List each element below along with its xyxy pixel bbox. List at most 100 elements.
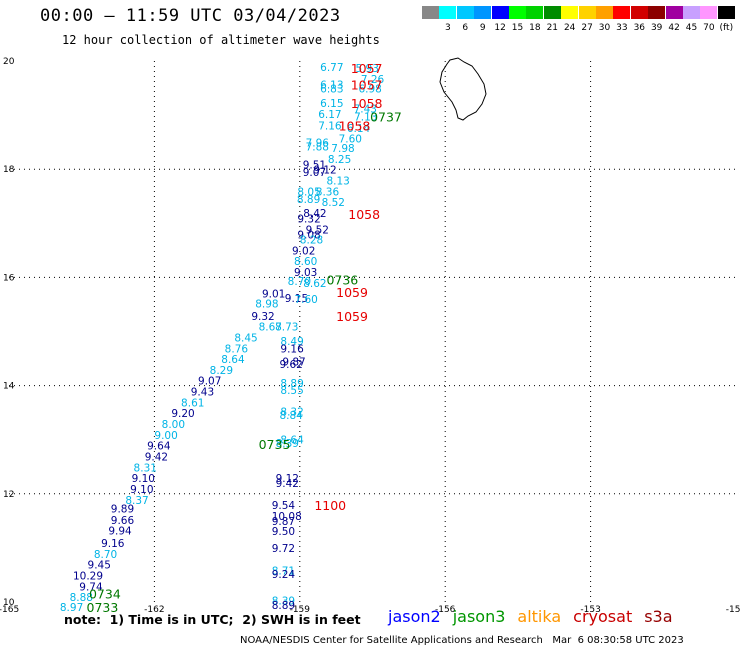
wave-height-label: 7.60 bbox=[294, 294, 317, 306]
wave-height-label: 8.89 bbox=[280, 378, 303, 390]
y-tick-label: 12 bbox=[3, 490, 14, 500]
wave-height-label: 7.88 bbox=[306, 141, 329, 153]
wave-height-label: 8.70 bbox=[288, 276, 311, 288]
color-swatch bbox=[630, 6, 648, 19]
credit-line: NOAA/NESDIS Center for Satellite Applica… bbox=[240, 635, 684, 646]
pass-time-label: 1058 bbox=[351, 96, 383, 111]
y-tick-label: 16 bbox=[3, 273, 15, 283]
wave-height-label: 10.29 bbox=[73, 570, 103, 582]
wave-height-label: 8.45 bbox=[234, 332, 257, 344]
color-swatch bbox=[474, 6, 492, 19]
grid-lines bbox=[9, 61, 736, 602]
color-swatch bbox=[596, 6, 613, 19]
color-swatch bbox=[439, 6, 457, 19]
wave-height-label: 9.24 bbox=[272, 569, 296, 581]
wave-height-label: 7.43 bbox=[354, 104, 377, 116]
wave-height-label: 8.25 bbox=[328, 154, 351, 166]
pass-time-label: 1058 bbox=[339, 118, 371, 133]
wave-height-label: 8.55 bbox=[280, 385, 303, 397]
axis-tick-labels: -165 -162 -159 -156 -153 -150 10 12 14 16 18 20 bbox=[0, 57, 740, 615]
pass-time-label: 1057 bbox=[351, 61, 383, 76]
wave-height-label: 9.52 bbox=[306, 224, 329, 236]
pass-time-label: 0735 bbox=[259, 437, 291, 452]
color-scale-label: 70 bbox=[703, 23, 715, 33]
wave-height-label: 8.05 bbox=[297, 186, 320, 198]
wave-height-label: 9.54 bbox=[272, 500, 296, 512]
wave-height-label: 8.70 bbox=[94, 549, 117, 561]
y-tick-label: 10 bbox=[3, 598, 15, 608]
wave-height-label: 8.36 bbox=[316, 186, 340, 198]
wave-height-label: 8.89 bbox=[297, 194, 320, 206]
wave-height-label: 7.98 bbox=[331, 143, 354, 155]
x-tick-label: -165 bbox=[0, 605, 19, 615]
wave-height-label: 9.08 bbox=[297, 230, 320, 242]
color-swatch bbox=[613, 6, 631, 19]
color-swatch bbox=[578, 6, 596, 19]
color-scale-label: 33 bbox=[616, 23, 628, 33]
color-scale-label: 18 bbox=[529, 23, 541, 33]
wave-height-label: 6.98 bbox=[358, 84, 381, 96]
wave-height-label: 9.01 bbox=[262, 289, 285, 301]
wave-height-label: 9.03 bbox=[294, 267, 317, 279]
wave-height-label: 9.15 bbox=[285, 293, 308, 305]
wave-height-label: 8.39 bbox=[276, 438, 299, 450]
color-swatch bbox=[717, 6, 735, 19]
legend-entry-jason3: jason3 bbox=[452, 607, 506, 626]
wave-height-label: 8.60 bbox=[294, 256, 317, 268]
y-tick-label: 14 bbox=[3, 382, 15, 392]
color-swatch bbox=[491, 6, 509, 19]
wave-height-label: 8.98 bbox=[255, 298, 278, 310]
wave-height-label: 8.71 bbox=[272, 566, 295, 578]
pass-time-label: 1059 bbox=[336, 309, 368, 324]
color-scale-label: 27 bbox=[581, 23, 593, 33]
x-tick-label: -159 bbox=[290, 605, 311, 615]
y-tick-label: 20 bbox=[3, 57, 15, 67]
pass-time-label: 0736 bbox=[326, 273, 358, 288]
wave-height-label: 7.26 bbox=[361, 74, 385, 86]
wave-height-label: 9.43 bbox=[191, 387, 214, 399]
wave-height-label: 9.12 bbox=[313, 165, 336, 177]
color-swatch bbox=[665, 6, 683, 19]
wave-height-label: 8.61 bbox=[181, 397, 204, 409]
wave-height-label: 8.42 bbox=[303, 208, 326, 220]
legend-entry-altika: altika bbox=[517, 607, 562, 626]
wave-height-label: 9.42 bbox=[145, 451, 168, 463]
wave-height-label: 9.16 bbox=[101, 538, 125, 550]
wave-height-label: 9.42 bbox=[276, 478, 299, 490]
wave-height-label: 9.50 bbox=[272, 526, 295, 538]
color-scale-label: 45 bbox=[685, 23, 698, 33]
wave-height-label: 9.51 bbox=[303, 159, 326, 171]
color-scale-label: 12 bbox=[494, 23, 506, 33]
wave-height-label: 8.64 bbox=[221, 354, 245, 366]
wave-height-label: 6.77 bbox=[320, 62, 343, 74]
chart-subtitle: 12 hour collection of altimeter wave hei… bbox=[62, 33, 380, 47]
color-scale-label: 21 bbox=[546, 23, 559, 33]
color-swatch bbox=[543, 6, 561, 19]
wave-height-label: 9.07 bbox=[303, 167, 326, 179]
color-swatch bbox=[456, 6, 474, 19]
color-scale-label: 36 bbox=[633, 23, 646, 33]
wave-height-label: 9.94 bbox=[108, 526, 132, 538]
wave-height-label: 8.31 bbox=[134, 462, 157, 474]
color-swatch bbox=[700, 6, 718, 19]
wave-height-label: 9.72 bbox=[272, 543, 295, 555]
wave-height-label: 8.97 bbox=[60, 602, 83, 614]
wave-height-label: 9.07 bbox=[198, 376, 221, 388]
wave-height-label: 8.13 bbox=[326, 176, 349, 188]
wave-height-label: 8.62 bbox=[303, 278, 326, 290]
wave-height-label: 9.64 bbox=[147, 441, 171, 453]
color-scale-label: 15 bbox=[511, 23, 524, 33]
wave-height-label: 7.60 bbox=[339, 133, 362, 145]
x-tick-label: -153 bbox=[580, 605, 600, 615]
wave-height-label: 8.89 bbox=[272, 600, 295, 612]
wave-height-label: 6.14 bbox=[347, 123, 371, 135]
wave-height-label: 5.93 bbox=[356, 63, 379, 75]
color-swatch bbox=[561, 6, 579, 19]
pass-time-label: 0734 bbox=[89, 586, 121, 601]
wave-height-label: 8.49 bbox=[280, 336, 303, 348]
color-swatch bbox=[509, 6, 526, 19]
wave-height-label: 9.89 bbox=[111, 503, 134, 515]
legend-entry-s3a: s3a bbox=[644, 607, 673, 626]
wave-height-label: 6.17 bbox=[318, 109, 341, 121]
